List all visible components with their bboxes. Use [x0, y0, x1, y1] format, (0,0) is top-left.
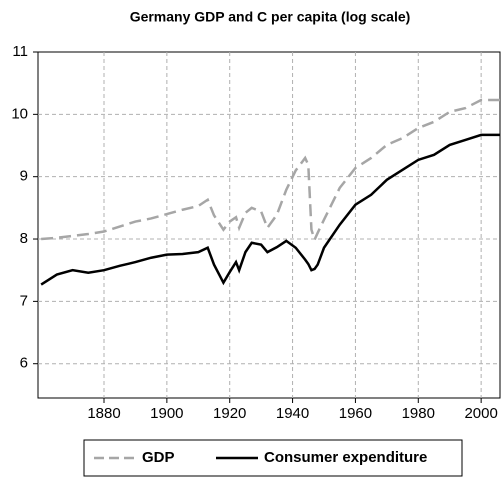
- x-tick-label: 1900: [150, 405, 183, 422]
- x-tick-label: 1880: [87, 405, 120, 422]
- y-tick-label: 11: [12, 43, 28, 60]
- x-tick-label: 1940: [276, 405, 309, 422]
- legend: [83, 439, 463, 477]
- legend-label: Consumer expenditure: [264, 449, 427, 466]
- x-tick-label: 2000: [464, 405, 497, 422]
- x-tick-label: 1980: [402, 405, 435, 422]
- legend-label: GDP: [142, 449, 175, 466]
- y-tick-label: 8: [20, 230, 28, 247]
- series-line: [41, 98, 500, 244]
- y-tick-label: 6: [20, 355, 28, 372]
- x-tick-label: 1960: [339, 405, 372, 422]
- series-line: [40, 133, 500, 286]
- y-tick-label: 7: [20, 292, 28, 309]
- x-tick-label: 1920: [213, 405, 246, 422]
- plot-frame: [37, 51, 501, 399]
- chart-title: Germany GDP and C per capita (log scale): [130, 9, 411, 25]
- y-tick-label: 9: [20, 168, 28, 185]
- y-tick-label: 10: [11, 105, 28, 122]
